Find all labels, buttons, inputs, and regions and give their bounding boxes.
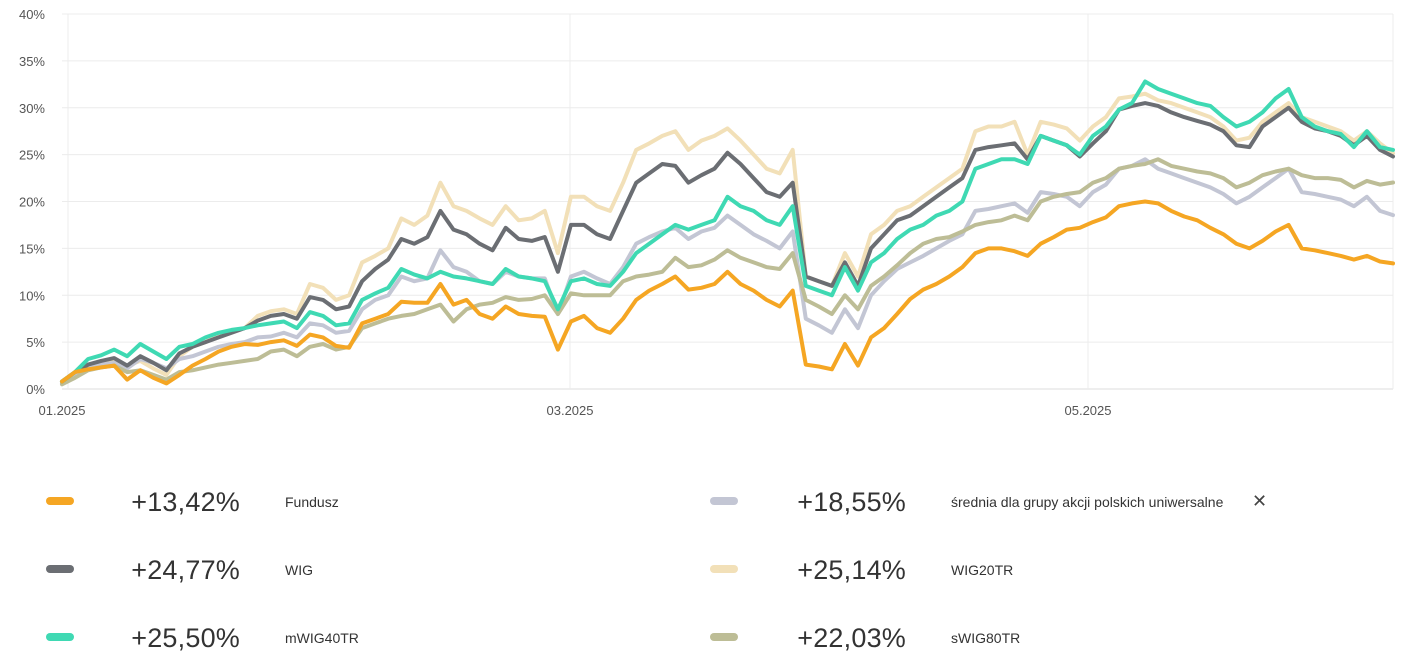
- legend-item-swig80tr[interactable]: +22,03% sWIG80TR: [710, 618, 1310, 658]
- y-tick-label: 20%: [19, 195, 45, 210]
- series-name-wig: WIG: [285, 562, 313, 578]
- y-axis-tick-labels: 0% 5% 10% 15% 20% 25% 30% 35% 40%: [19, 7, 45, 397]
- x-axis-tick-labels: 01.2025 03.2025 05.2025: [39, 403, 1112, 418]
- x-tick-label: 05.2025: [1065, 403, 1112, 418]
- swatch-fundusz: [46, 497, 74, 505]
- series-name-mwig40tr: mWIG40TR: [285, 630, 359, 646]
- series-line-wig20tr: [60, 91, 1395, 384]
- total-return-wig20tr: +25,14%: [797, 555, 906, 585]
- legend-item-srednia[interactable]: +18,55% średnia dla grupy akcji polskich…: [710, 482, 1310, 522]
- series-name-srednia: średnia dla grupy akcji polskich uniwers…: [951, 494, 1224, 510]
- legend-item-fundusz[interactable]: +13,42% Fundusz: [46, 482, 646, 522]
- total-return-srednia: +18,55%: [797, 487, 906, 517]
- legend-item-mwig40tr[interactable]: +25,50% mWIG40TR: [46, 618, 646, 658]
- swatch-swig80tr: [710, 633, 738, 641]
- swatch-wig20tr: [710, 565, 738, 573]
- swatch-mwig40tr: [46, 633, 74, 641]
- series-line-mwig40tr: [60, 79, 1395, 384]
- grid-horizontal-lines: [62, 13, 1393, 390]
- line-chart: 0% 5% 10% 15% 20% 25% 30% 35% 40% 01.2025 03.2025…: [19, 7, 1395, 418]
- total-return-fundusz: +13,42%: [131, 487, 240, 517]
- y-tick-label: 25%: [19, 148, 45, 163]
- y-tick-label: 15%: [19, 241, 45, 256]
- legend-item-wig20tr[interactable]: +25,14% WIG20TR: [710, 550, 1310, 590]
- series-line-fundusz: [60, 199, 1395, 386]
- swatch-wig: [46, 565, 74, 573]
- y-tick-label: 40%: [19, 7, 45, 22]
- y-tick-label: 35%: [19, 54, 45, 69]
- y-tick-label: 5%: [26, 335, 45, 350]
- grid-vertical-lines: [67, 14, 1394, 389]
- series-line-wig: [60, 101, 1395, 384]
- y-tick-label: 0%: [26, 382, 45, 397]
- y-tick-label: 30%: [19, 101, 45, 116]
- x-tick-label: 03.2025: [547, 403, 594, 418]
- series-name-fundusz: Fundusz: [285, 494, 339, 510]
- total-return-wig: +24,77%: [131, 555, 240, 585]
- series-name-swig80tr: sWIG80TR: [951, 630, 1021, 646]
- x-tick-label: 01.2025: [39, 403, 86, 418]
- series-line-swig80tr: [60, 157, 1395, 387]
- series-lines: [60, 79, 1395, 387]
- series-line--rednia-dla-grupy-akcji-polskich-uniwersalne: [60, 157, 1395, 386]
- total-return-mwig40tr: +25,50%: [131, 623, 240, 653]
- total-return-swig80tr: +22,03%: [797, 623, 906, 653]
- close-icon[interactable]: ✕: [1252, 491, 1268, 512]
- y-tick-label: 10%: [19, 288, 45, 303]
- swatch-srednia: [710, 497, 738, 505]
- legend: +13,42% Fundusz +24,77% WIG +25,50% mWIG…: [0, 470, 1414, 662]
- legend-item-wig[interactable]: +24,77% WIG: [46, 550, 646, 590]
- series-name-wig20tr: WIG20TR: [951, 562, 1014, 578]
